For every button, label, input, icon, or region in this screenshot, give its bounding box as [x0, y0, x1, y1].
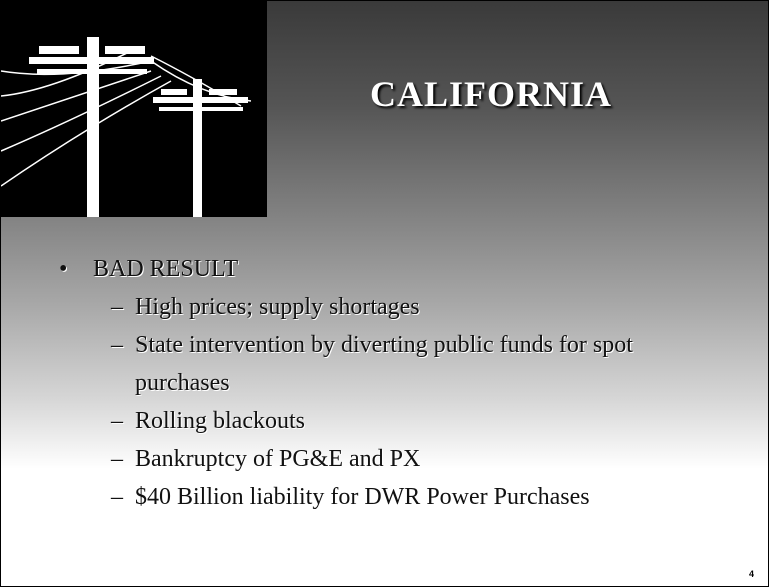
sub-bullet: –Bankruptcy of PG&E and PX [111, 440, 711, 478]
page-number: 4 [749, 569, 754, 579]
slide: CALIFORNIA • BAD RESULT –High prices; su… [0, 0, 769, 587]
slide-title: CALIFORNIA [331, 73, 651, 115]
sub-bullet: –$40 Billion liability for DWR Power Pur… [111, 478, 711, 516]
sub-bullet: –High prices; supply shortages [111, 288, 711, 326]
power-poles-image [1, 1, 267, 217]
sub-bullet: –State intervention by diverting public … [111, 326, 711, 402]
sub-bullet-marker: – [111, 478, 123, 516]
bullet-text: BAD RESULT [93, 250, 238, 288]
sub-bullet-marker: – [111, 326, 123, 364]
sub-bullet-text: Rolling blackouts [111, 402, 711, 440]
body: CALIFORNIA • BAD RESULT –High prices; su… [0, 0, 769, 587]
sub-bullet-text: $40 Billion liability for DWR Power Purc… [111, 478, 711, 516]
sub-bullet-marker: – [111, 402, 123, 440]
sub-bullet-text: High prices; supply shortages [111, 288, 711, 326]
bullet-marker: • [59, 250, 67, 288]
sub-bullet-text: State intervention by diverting public f… [111, 326, 711, 402]
sub-bullet: –Rolling blackouts [111, 402, 711, 440]
sub-bullet-marker: – [111, 288, 123, 326]
sub-bullet-marker: – [111, 440, 123, 478]
page: Slide html, body { margin: 0; padding: 0… [0, 0, 769, 587]
sub-bullet-text: Bankruptcy of PG&E and PX [111, 440, 711, 478]
